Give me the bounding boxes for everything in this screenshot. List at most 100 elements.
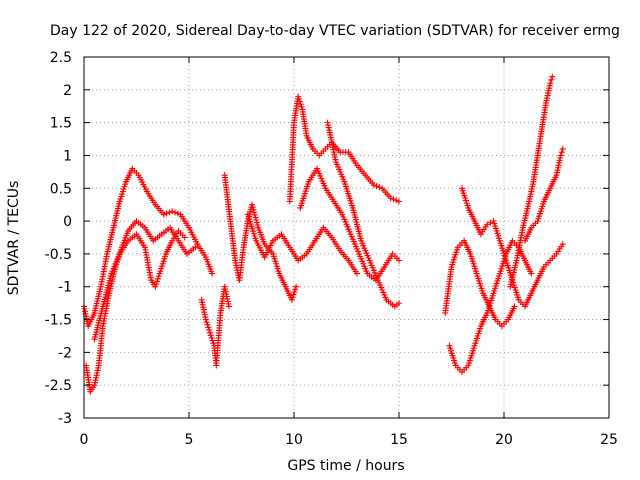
grid-lines: [84, 57, 609, 418]
y-tick-label: 1.5: [50, 116, 72, 132]
data-point: [174, 210, 181, 217]
x-tick-label: 25: [600, 432, 618, 448]
data-point: [250, 206, 257, 213]
x-tick-label: 0: [80, 432, 89, 448]
x-tick-label: 10: [285, 432, 303, 448]
data-point: [209, 270, 216, 277]
data-point: [289, 294, 296, 301]
series-3: [91, 227, 188, 343]
series-2: [83, 218, 199, 395]
data-point: [298, 103, 305, 110]
data-point: [208, 334, 215, 341]
data-point: [559, 145, 566, 152]
data-point: [154, 275, 161, 282]
data-point: [192, 244, 199, 251]
data-point: [163, 210, 170, 217]
series-7: [286, 93, 402, 205]
data-point: [203, 319, 210, 326]
series-10: [442, 237, 518, 330]
series-1: [81, 165, 216, 330]
data-point: [390, 196, 397, 203]
series-13: [507, 73, 556, 290]
y-tick-label: 1: [63, 148, 72, 164]
y-tick-label: -3: [58, 411, 72, 427]
data-point: [225, 303, 232, 310]
data-point: [354, 270, 360, 277]
data-point: [251, 209, 258, 216]
data-points: [81, 73, 566, 395]
series-12: [459, 185, 566, 310]
data-point: [249, 204, 256, 211]
y-tick-label: -2: [58, 345, 72, 361]
data-point: [297, 101, 304, 108]
data-point: [152, 283, 159, 290]
y-tick-label: -1: [58, 280, 72, 296]
y-tick-label: 0.5: [50, 181, 72, 197]
data-point: [202, 316, 209, 323]
data-point: [181, 234, 188, 241]
y-tick-label: 2: [63, 83, 72, 99]
data-point: [209, 337, 216, 344]
data-point: [293, 283, 300, 290]
axis-ticks: [83, 56, 610, 419]
data-point: [160, 211, 167, 218]
data-point: [153, 281, 160, 288]
series-4: [198, 283, 232, 369]
y-tick-label: -1.5: [45, 313, 72, 329]
data-point: [511, 303, 518, 310]
data-point: [295, 93, 302, 100]
data-point: [166, 209, 173, 216]
series-11: [446, 237, 535, 376]
y-axis-label: SDTVAR / TECUs: [6, 181, 22, 296]
data-point: [291, 288, 298, 295]
series-6: [244, 211, 360, 277]
x-tick-label: 15: [390, 432, 408, 448]
data-point: [558, 149, 565, 156]
data-point: [154, 278, 161, 285]
data-point: [249, 201, 255, 208]
y-tick-label: -0.5: [45, 247, 72, 263]
data-point: [290, 291, 297, 298]
series-5: [221, 172, 300, 303]
series-9: [324, 119, 402, 310]
y-tick-label: -2.5: [45, 378, 72, 394]
data-point: [376, 184, 383, 191]
y-tick-label: 2.5: [50, 50, 72, 66]
x-tick-label: 20: [495, 432, 513, 448]
data-point: [205, 324, 212, 331]
data-point: [169, 208, 176, 215]
data-point: [528, 270, 535, 277]
data-point: [396, 257, 402, 264]
data-point: [204, 321, 211, 328]
data-point: [549, 73, 556, 80]
data-point: [252, 214, 259, 221]
data-point: [387, 195, 394, 202]
data-point: [559, 241, 566, 248]
data-point: [487, 219, 494, 226]
plot-frame: [83, 56, 610, 419]
data-point: [207, 332, 214, 339]
data-point: [370, 181, 377, 188]
data-point: [251, 211, 258, 218]
chart-title: Day 122 of 2020, Sidereal Day-to-day VTE…: [50, 23, 620, 39]
y-tick-label: 0: [63, 214, 72, 230]
data-point: [172, 209, 178, 216]
data-point: [296, 96, 303, 103]
data-point: [548, 76, 555, 83]
data-point: [484, 221, 491, 228]
data-point: [155, 273, 162, 280]
data-point: [557, 152, 564, 159]
data-point: [547, 80, 554, 87]
data-point: [296, 98, 303, 105]
data-point: [373, 183, 380, 190]
x-axis-label: GPS time / hours: [287, 458, 404, 474]
data-point: [288, 296, 295, 303]
data-point: [393, 197, 400, 204]
series-14: [522, 145, 566, 244]
x-tick-label: 5: [185, 432, 194, 448]
data-point: [207, 329, 213, 336]
data-point: [396, 300, 402, 307]
data-point: [396, 198, 402, 205]
data-point: [292, 286, 299, 293]
